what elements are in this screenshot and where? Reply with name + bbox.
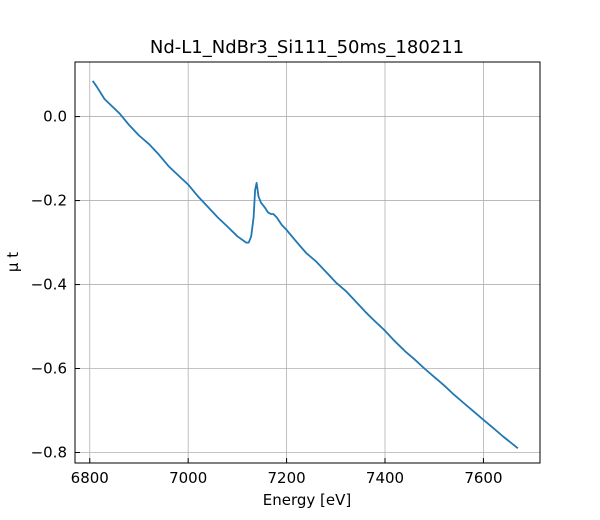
x-tick-label: 7400 — [366, 469, 404, 487]
y-axis: 0.0 −0.2 −0.4 −0.6 −0.8 — [31, 108, 80, 462]
y-axis-label: μ t — [4, 252, 22, 272]
plot-area — [91, 80, 519, 450]
chart-title: Nd-L1_NdBr3_Si111_50ms_180211 — [150, 37, 464, 58]
y-tick-label: 0.0 — [43, 108, 67, 126]
y-tick-label: −0.8 — [31, 444, 67, 462]
x-axis: 6800 7000 7200 7400 7600 — [71, 458, 503, 487]
grid-lines — [75, 62, 540, 463]
y-tick-label: −0.4 — [31, 276, 67, 294]
plot-frame — [74, 61, 541, 464]
series-line — [91, 80, 519, 450]
x-tick-label: 6800 — [71, 469, 109, 487]
x-tick-label: 7200 — [267, 469, 305, 487]
y-tick-label: −0.6 — [31, 360, 67, 378]
x-axis-label: Energy [eV] — [263, 491, 351, 509]
x-tick-label: 7000 — [169, 469, 207, 487]
y-tick-label: −0.2 — [31, 192, 67, 210]
x-tick-label: 7600 — [464, 469, 502, 487]
